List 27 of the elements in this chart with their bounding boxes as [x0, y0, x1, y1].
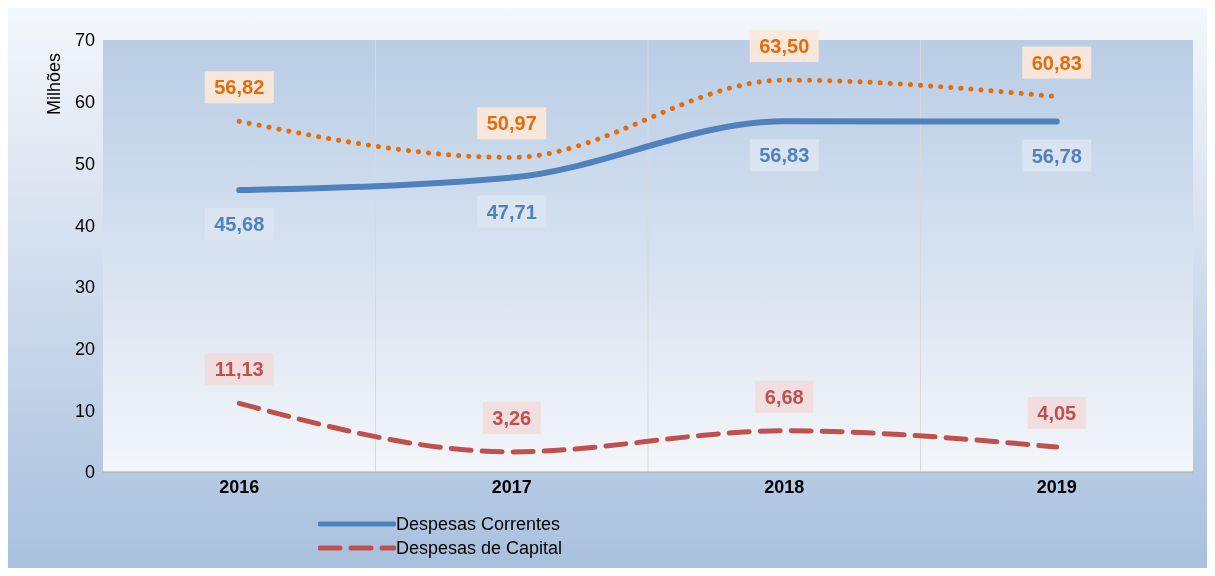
x-tick-label: 2016 [219, 476, 260, 497]
x-tick-label: 2019 [1036, 476, 1077, 497]
y-tick-label: 50 [74, 153, 95, 174]
y-tick-label: 70 [74, 30, 95, 51]
x-tick-label: 2017 [491, 476, 532, 497]
legend-label: Despesas de Capital [396, 537, 563, 559]
data-label: 4,05 [1037, 402, 1077, 425]
data-label: 63,50 [759, 35, 810, 58]
data-label: 45,68 [214, 213, 265, 236]
x-tick-label: 2018 [764, 476, 805, 497]
data-label: 50,97 [486, 112, 537, 135]
data-label: 47,71 [486, 200, 537, 223]
data-label: 11,13 [214, 358, 264, 381]
legend-label: Despesas Correntes [396, 513, 561, 535]
data-label: 6,68 [764, 385, 804, 408]
y-tick-label: 30 [74, 277, 95, 298]
data-label: 56,83 [759, 144, 810, 167]
data-label: 3,26 [492, 406, 532, 429]
y-tick-label: 60 [74, 92, 95, 113]
y-axis-title: Milhões [43, 52, 64, 115]
data-label: 60,83 [1031, 51, 1082, 74]
y-tick-label: 20 [74, 338, 95, 359]
data-label: 56,82 [214, 76, 265, 99]
y-tick-label: 10 [74, 400, 95, 421]
y-tick-label: 0 [84, 462, 95, 483]
y-tick-label: 40 [74, 215, 95, 236]
data-label: 56,78 [1031, 144, 1082, 167]
